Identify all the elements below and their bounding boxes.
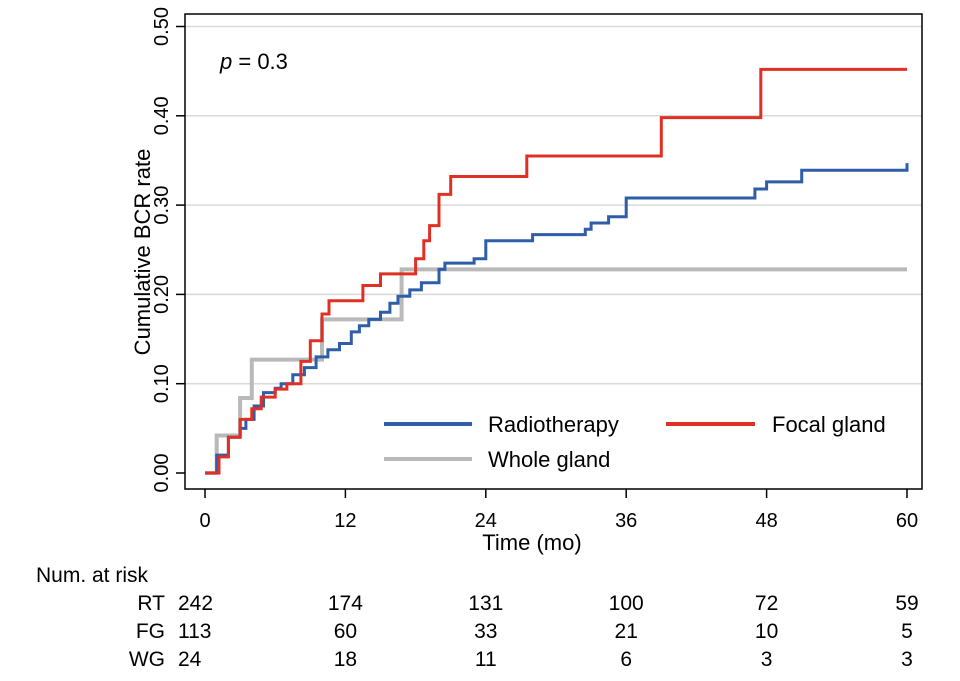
y-tick-label-2: 0.20 — [151, 275, 173, 314]
x-tick-label-0: 0 — [199, 510, 210, 532]
risk-cell-wg-36: 6 — [620, 648, 632, 671]
risk-cell-rt-60: 59 — [895, 592, 918, 615]
series-line-radiotherapy — [205, 163, 909, 475]
risk-cell-wg-60: 3 — [901, 648, 913, 671]
series-line-whole-gland — [205, 267, 907, 475]
x-tick-label-3: 36 — [615, 510, 637, 532]
risk-cell-wg-12: 18 — [334, 648, 357, 671]
x-tick-label-5: 60 — [896, 510, 918, 532]
x-axis: 0 12 24 36 48 60 — [199, 489, 918, 532]
plot-frame — [184, 13, 923, 490]
legend-label-focal-gland: Focal gland — [772, 412, 886, 437]
y-tick-label-4: 0.40 — [151, 96, 173, 135]
legend-label-radiotherapy: Radiotherapy — [488, 412, 619, 437]
p-value-text: = 0.3 — [232, 49, 288, 74]
series-group — [205, 67, 909, 475]
y-axis-label: Cumulative BCR rate — [130, 149, 155, 356]
risk-cell-rt-48: 72 — [755, 592, 778, 615]
risk-cell-rt-12: 174 — [328, 592, 363, 615]
p-value-annotation: p = 0.3 — [219, 49, 288, 74]
y-axis: 0.00 0.10 0.20 0.30 0.40 0.50 — [151, 7, 185, 492]
x-tick-label-1: 12 — [334, 510, 356, 532]
series-line-focal-gland — [205, 67, 907, 475]
risk-cell-fg-12: 60 — [334, 620, 357, 643]
y-tick-label-0: 0.00 — [151, 454, 173, 493]
x-tick-label-2: 24 — [475, 510, 497, 532]
legend-label-whole-gland: Whole gland — [488, 447, 610, 472]
risk-cell-rt-0: 242 — [178, 592, 213, 615]
risk-cell-fg-48: 10 — [755, 620, 778, 643]
risk-table-title: Num. at risk — [36, 564, 149, 587]
risk-cell-fg-24: 33 — [474, 620, 497, 643]
risk-row-label-rt: RT — [137, 592, 165, 615]
risk-cell-fg-0: 113 — [178, 620, 211, 643]
risk-cell-fg-36: 21 — [615, 620, 638, 643]
y-tick-label-1: 0.10 — [151, 364, 173, 403]
risk-row-label-fg: FG — [136, 620, 165, 643]
y-tick-label-5: 0.50 — [151, 7, 173, 46]
risk-cell-wg-0: 24 — [178, 648, 202, 671]
risk-cell-wg-48: 3 — [761, 648, 773, 671]
risk-cell-rt-24: 131 — [468, 592, 503, 615]
risk-row-label-wg: WG — [129, 648, 165, 671]
grid-lines — [185, 25, 922, 385]
risk-cell-fg-60: 5 — [901, 620, 913, 643]
risk-cell-wg-24: 11 — [475, 648, 497, 671]
legend: Radiotherapy Focal gland Whole gland — [384, 412, 886, 472]
x-axis-label: Time (mo) — [482, 530, 581, 555]
x-tick-label-4: 48 — [755, 510, 777, 532]
p-symbol: p — [219, 49, 232, 74]
risk-cell-rt-36: 100 — [609, 592, 644, 615]
y-tick-label-3: 0.30 — [151, 186, 173, 225]
